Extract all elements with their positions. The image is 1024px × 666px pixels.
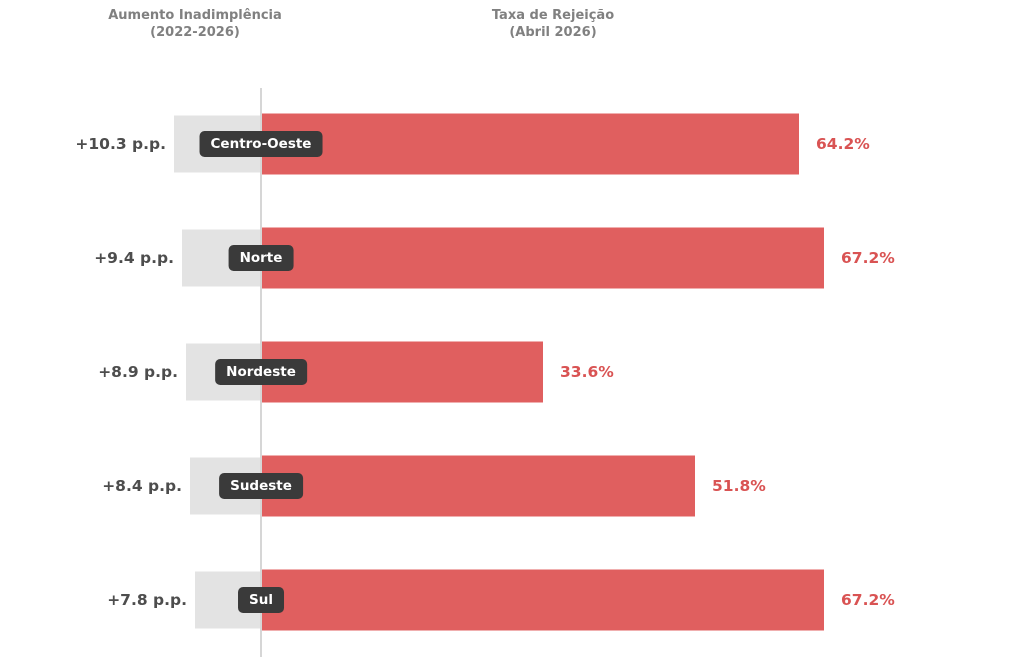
left-value-label: +10.3 p.p. bbox=[75, 135, 166, 153]
right-column-header: Taxa de Rejeição (Abril 2026) bbox=[393, 7, 713, 41]
right-bar bbox=[262, 455, 695, 517]
right-value-label: 33.6% bbox=[560, 363, 614, 381]
chart-rows: +10.3 p.p. Centro-Oeste 64.2% +9.4 p.p. … bbox=[0, 87, 1024, 657]
right-value-label: 64.2% bbox=[816, 135, 870, 153]
left-value-label: +7.8 p.p. bbox=[107, 591, 187, 609]
chart-row: +7.8 p.p. Sul 67.2% bbox=[0, 543, 1024, 657]
chart-row: +10.3 p.p. Centro-Oeste 64.2% bbox=[0, 87, 1024, 201]
region-label: Sudeste bbox=[219, 473, 303, 499]
right-bar bbox=[262, 113, 799, 175]
right-value-label: 51.8% bbox=[712, 477, 766, 495]
region-label: Centro-Oeste bbox=[199, 131, 323, 157]
left-value-label: +8.9 p.p. bbox=[98, 363, 178, 381]
region-label: Sul bbox=[238, 587, 284, 613]
right-bar bbox=[262, 341, 543, 403]
right-column-subtitle: (Abril 2026) bbox=[509, 25, 597, 40]
chart-row: +8.9 p.p. Nordeste 33.6% bbox=[0, 315, 1024, 429]
left-column-subtitle: (2022-2026) bbox=[150, 25, 240, 40]
chart-row: +9.4 p.p. Norte 67.2% bbox=[0, 201, 1024, 315]
right-bar bbox=[262, 227, 824, 289]
right-bar bbox=[262, 569, 824, 631]
region-label: Norte bbox=[228, 245, 294, 271]
left-value-label: +9.4 p.p. bbox=[94, 249, 174, 267]
left-column-header: Aumento Inadimplência (2022-2026) bbox=[35, 7, 355, 41]
left-column-title: Aumento Inadimplência bbox=[108, 8, 282, 23]
left-value-label: +8.4 p.p. bbox=[102, 477, 182, 495]
region-label: Nordeste bbox=[215, 359, 307, 385]
chart-row: +8.4 p.p. Sudeste 51.8% bbox=[0, 429, 1024, 543]
right-value-label: 67.2% bbox=[841, 249, 895, 267]
right-value-label: 67.2% bbox=[841, 591, 895, 609]
right-column-title: Taxa de Rejeição bbox=[491, 8, 615, 23]
